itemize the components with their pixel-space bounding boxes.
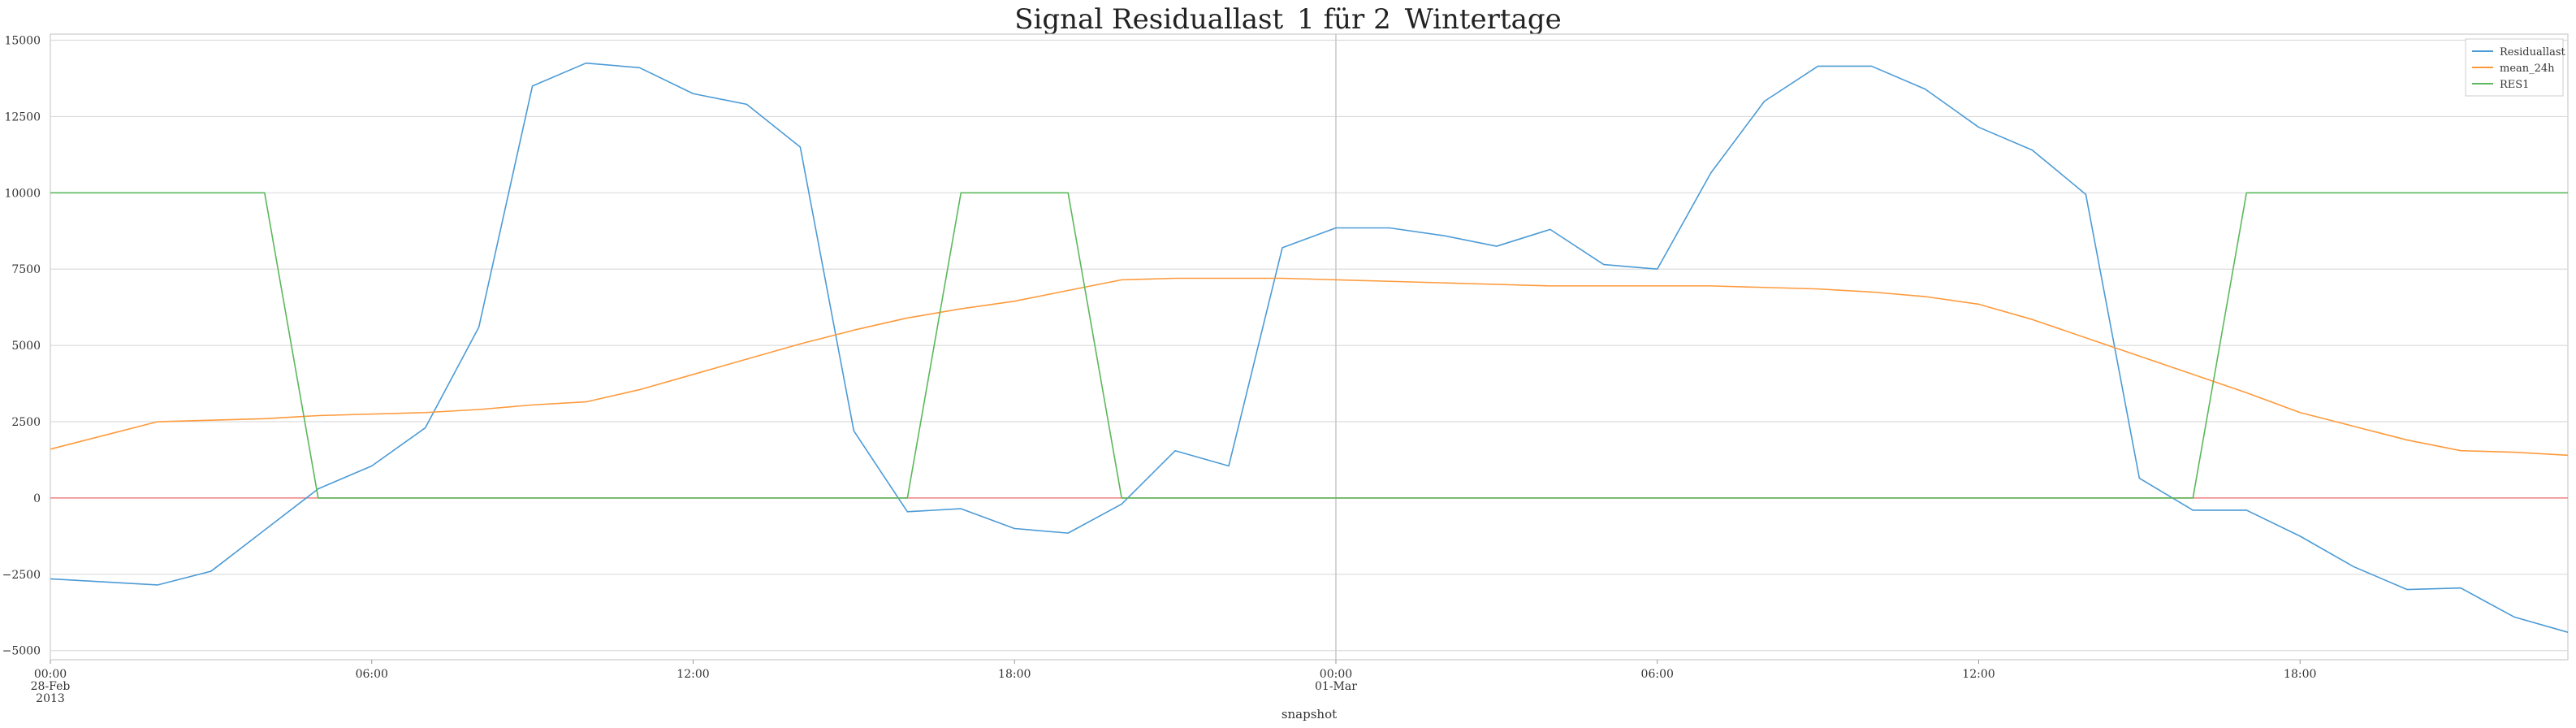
x-tick-label: 01-Mar xyxy=(1315,680,1357,693)
y-tick-label: 10000 xyxy=(4,187,41,200)
y-axis-ticks: −5000 −2500 0 2500 5000 7500 10000 12500 15000 xyxy=(2,35,41,658)
y-tick-label: 5000 xyxy=(11,340,41,353)
legend: Residuallast mean_24h RES1 xyxy=(2465,38,2565,97)
y-tick-label: −2500 xyxy=(2,569,41,582)
series-line-residuallast xyxy=(50,62,2569,633)
y-tick-label: 15000 xyxy=(4,35,41,48)
x-tick-label: 06:00 xyxy=(1641,668,1674,681)
chart-title: Signal Residuallast_1 für 2_Wintertage xyxy=(1014,3,1561,36)
plot-area xyxy=(50,33,2569,661)
y-tick-label: 0 xyxy=(33,492,41,505)
x-tick-label: 18:00 xyxy=(2284,668,2316,681)
series-line-res1 xyxy=(50,192,2568,499)
y-tick-label: 7500 xyxy=(11,263,41,276)
series-line-mean-24h xyxy=(50,277,2569,457)
x-tick-label: 12:00 xyxy=(1962,668,1995,681)
x-tick-label: 06:00 xyxy=(356,668,388,681)
series-lines xyxy=(50,62,2569,633)
x-tick-label: 18:00 xyxy=(998,668,1031,681)
y-tick-label: −5000 xyxy=(2,645,41,658)
y-tick-label: 2500 xyxy=(11,416,41,429)
legend-entry-label: Residuallast xyxy=(2500,46,2565,58)
x-axis-label: snapshot xyxy=(1282,707,1337,722)
x-tick-label: 2013 xyxy=(36,692,65,705)
x-tick-label: 28-Feb xyxy=(31,680,71,693)
x-tick-label: 00:00 xyxy=(34,668,67,681)
legend-entry-label: RES1 xyxy=(2500,79,2529,91)
y-tick-label: 12500 xyxy=(4,110,41,124)
x-tick-label: 12:00 xyxy=(676,668,709,681)
x-tick-label: 00:00 xyxy=(1320,668,1352,681)
legend-entry-label: mean_24h xyxy=(2500,63,2555,75)
